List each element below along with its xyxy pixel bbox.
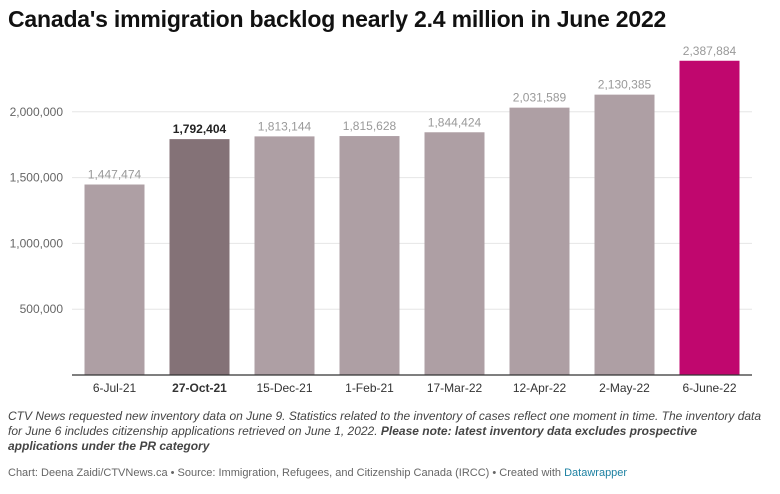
- bar-value-label: 2,031,589: [513, 91, 567, 105]
- bar: [679, 60, 740, 376]
- y-tick-label: 2,000,000: [10, 105, 64, 119]
- bar-value-label: 1,792,404: [173, 122, 227, 136]
- bar-value-label: 1,447,474: [88, 168, 142, 182]
- bar: [169, 139, 230, 375]
- footer-credit: Chart: Deena Zaidi/CTVNews.ca • Source: …: [8, 467, 562, 479]
- y-tick-label: 1,500,000: [10, 171, 64, 185]
- y-tick-label: 500,000: [20, 302, 64, 316]
- chart-notes: CTV News requested new inventory data on…: [8, 409, 768, 454]
- bar: [424, 132, 485, 375]
- x-tick-label: 12-Apr-22: [513, 381, 567, 395]
- x-tick-label: 6-Jul-21: [93, 381, 137, 395]
- x-tick-label: 6-June-22: [682, 381, 736, 395]
- x-tick-label: 27-Oct-21: [172, 381, 227, 395]
- bar-value-label: 1,813,144: [258, 119, 312, 133]
- bar: [84, 184, 145, 375]
- y-tick-label: 1,000,000: [10, 236, 64, 250]
- bar-value-label: 1,815,628: [343, 119, 397, 133]
- bar: [339, 136, 400, 375]
- notes-text: CTV News requested new inventory data on…: [8, 409, 762, 438]
- bar-chart: 500,000 1,000,000 1,500,000 2,000,000 1,447,…: [10, 44, 752, 395]
- bar-value-label: 2,130,385: [598, 78, 652, 92]
- x-tick-label: 1-Feb-21: [345, 381, 394, 395]
- x-tick-label: 17-Mar-22: [427, 381, 483, 395]
- chart-footer: Chart: Deena Zaidi/CTVNews.ca • Source: …: [8, 467, 627, 479]
- datawrapper-link[interactable]: Datawrapper: [564, 467, 628, 479]
- x-tick-label: 2-May-22: [599, 381, 650, 395]
- x-tick-label: 15-Dec-21: [256, 381, 312, 395]
- bar: [509, 107, 570, 376]
- chart-title: Canada's immigration backlog nearly 2.4 …: [8, 6, 667, 32]
- notes-bold-text: Please note: latest inventory data exclu…: [8, 424, 698, 453]
- bar: [594, 94, 655, 376]
- bar: [254, 136, 315, 375]
- bar-value-label: 1,844,424: [428, 115, 482, 129]
- bar-value-label: 2,387,884: [683, 44, 737, 58]
